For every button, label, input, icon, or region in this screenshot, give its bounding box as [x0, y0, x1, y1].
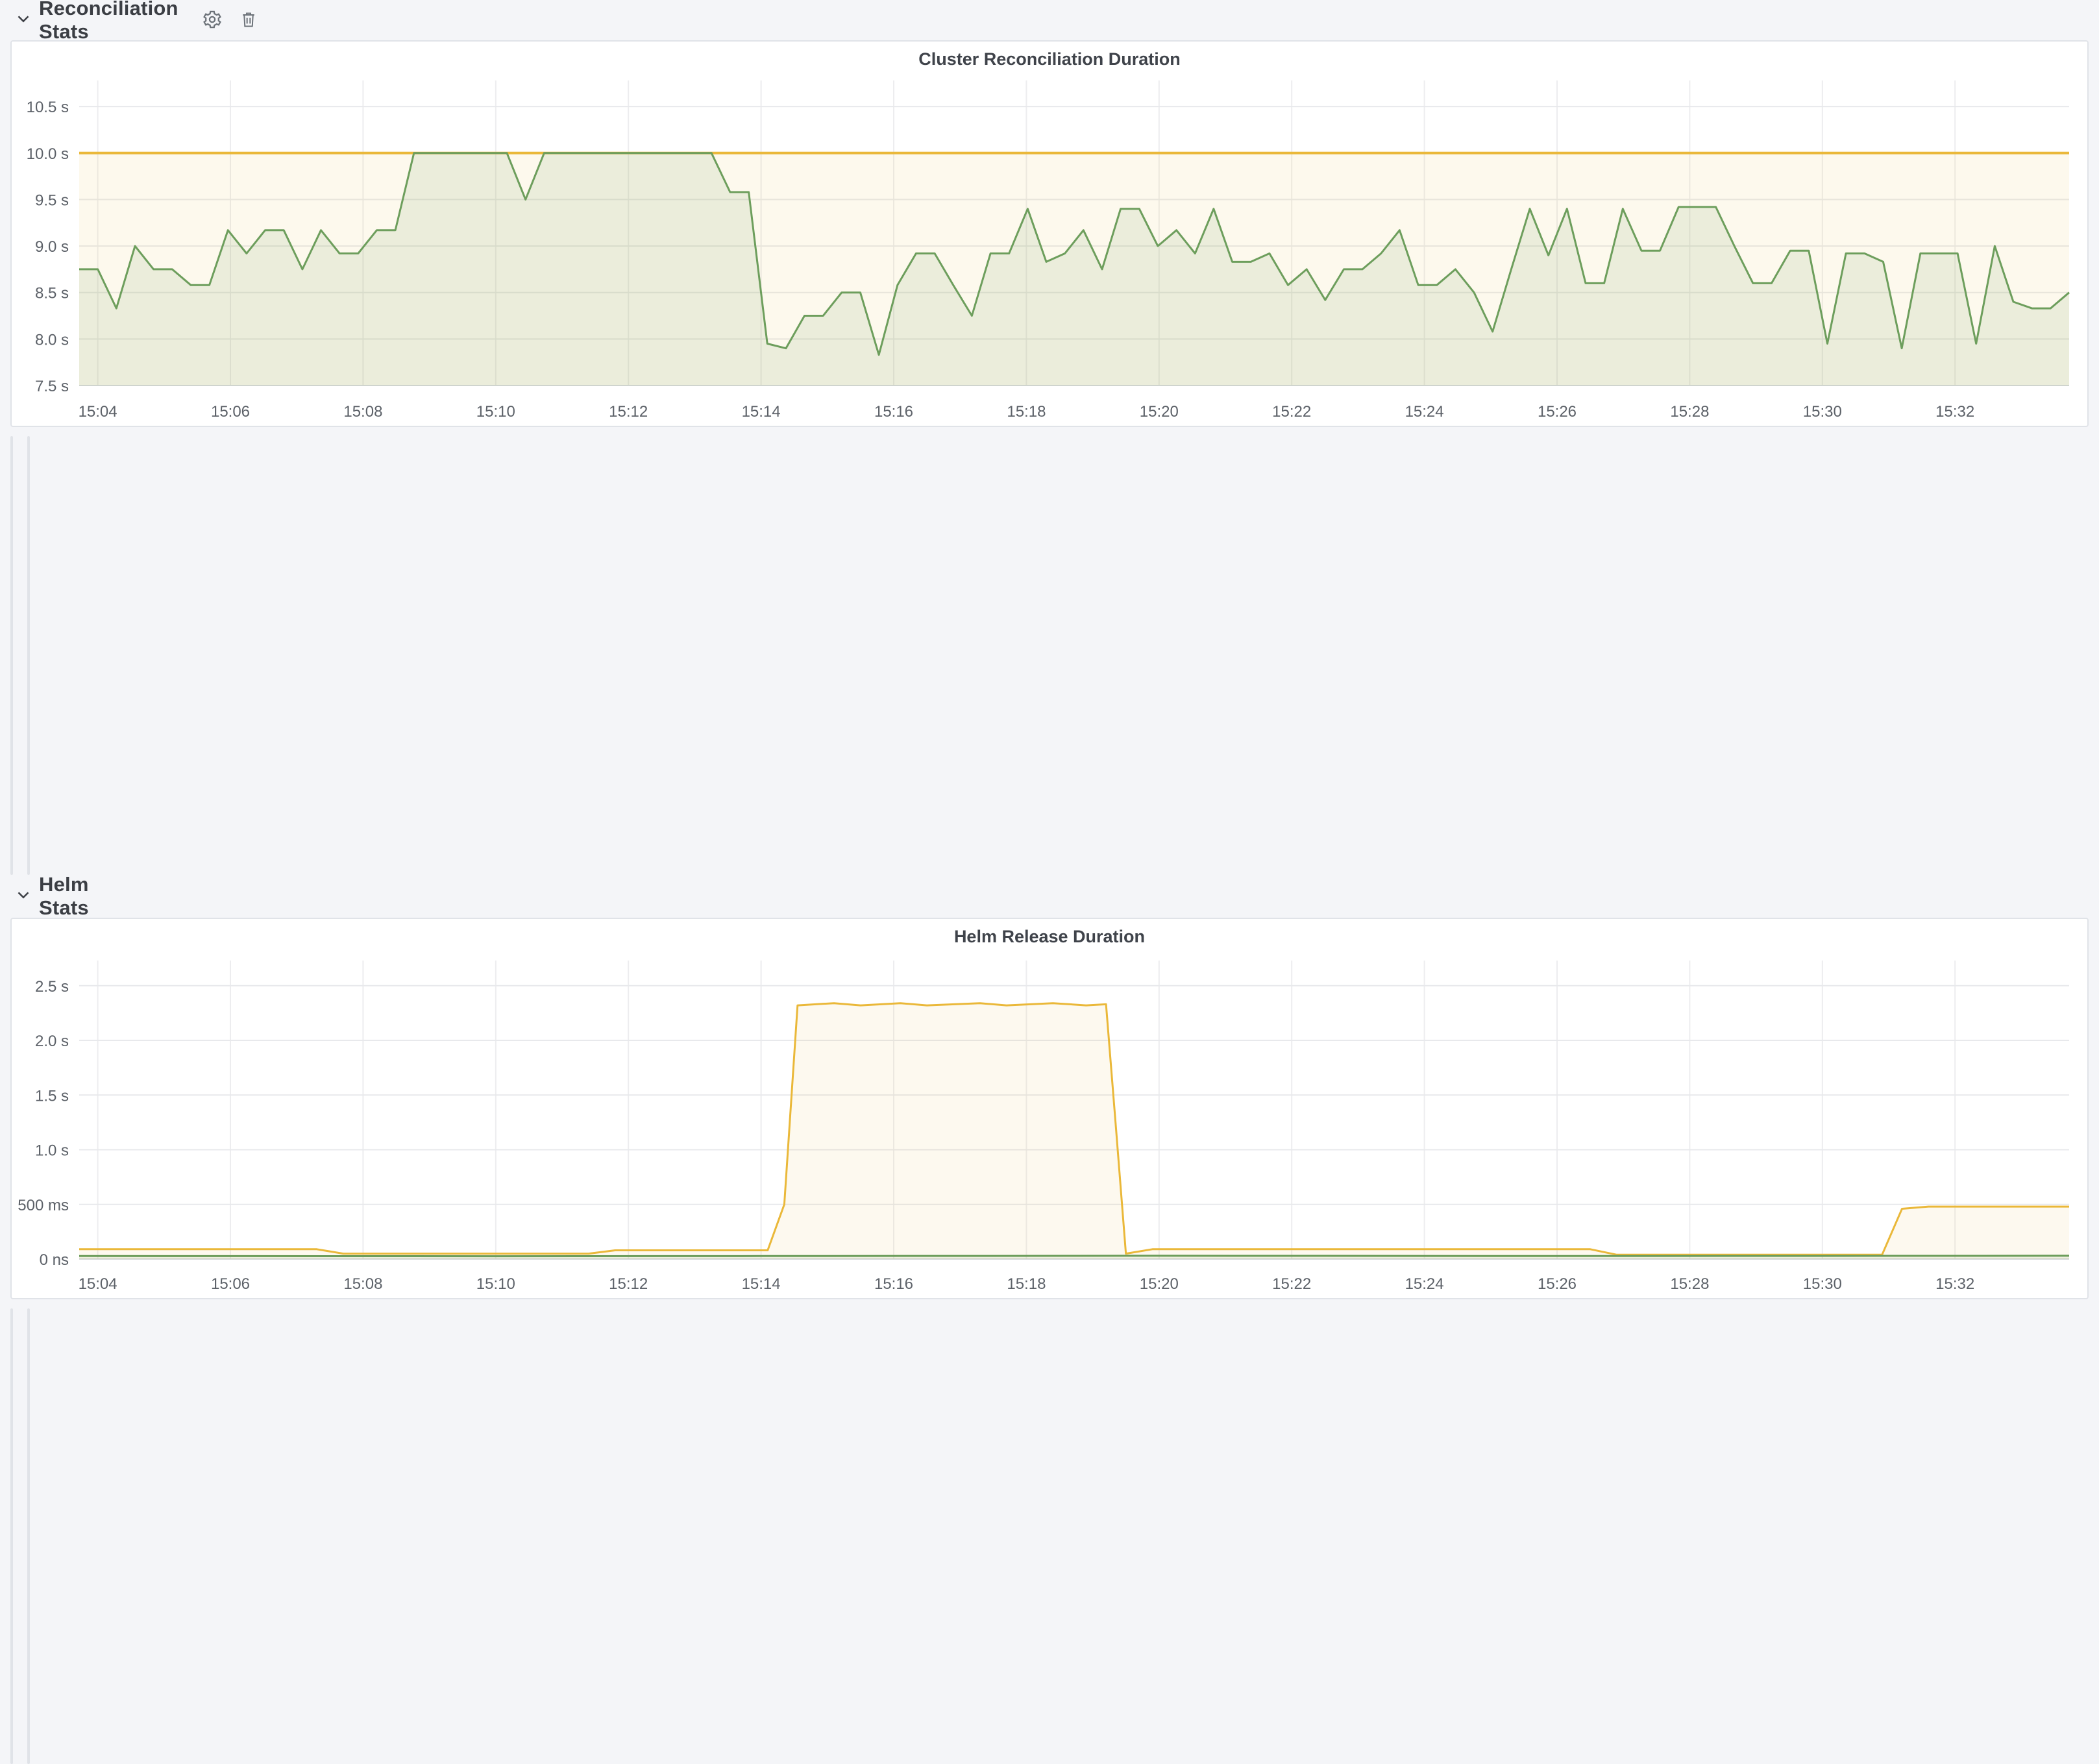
section-title: Helm Stats	[39, 873, 89, 919]
svg-text:2.5 opm: 2.5 opm	[12, 1361, 13, 1378]
svg-text:15:12: 15:12	[609, 1275, 648, 1293]
svg-text:15:26: 15:26	[1538, 1275, 1577, 1293]
svg-text:15:22: 15:22	[1272, 1275, 1311, 1293]
chevron-down-icon	[17, 890, 30, 903]
svg-text:2.0 s: 2.0 s	[35, 1033, 69, 1050]
svg-text:15:16: 15:16	[874, 403, 913, 421]
svg-text:1.5 s: 1.5 s	[35, 1087, 69, 1105]
trash-icon	[239, 10, 258, 31]
section-title: Reconciliation Stats	[39, 0, 178, 43]
legend: avg current total successful reconciliat…	[12, 1648, 13, 1746]
svg-text:15:10: 15:10	[476, 1275, 515, 1293]
panel-title[interactable]: Helm Release Duration	[953, 927, 1146, 946]
svg-text:1.5 opm: 1.5 opm	[12, 1458, 13, 1476]
svg-text:0 ns: 0 ns	[40, 1251, 69, 1269]
svg-text:15:30: 15:30	[1803, 403, 1842, 421]
svg-text:8.0 s: 8.0 s	[35, 331, 69, 349]
panel-helm-releases-opm: Helm Releases ops/min 15:0515:1015:1515:…	[10, 1308, 13, 1764]
svg-text:15:18: 15:18	[1007, 403, 1046, 421]
svg-text:15:12: 15:12	[609, 403, 648, 421]
svg-text:8.5 s: 8.5 s	[35, 285, 69, 302]
svg-text:500 ms: 500 ms	[18, 1197, 69, 1214]
svg-text:15:32: 15:32	[1935, 1275, 1974, 1293]
section-header-helm-stats[interactable]: Helm Stats	[10, 873, 89, 919]
svg-text:15:28: 15:28	[1670, 1275, 1709, 1293]
svg-text:1.5 opm: 1.5 opm	[29, 715, 30, 732]
svg-text:9.0 s: 9.0 s	[35, 238, 69, 256]
svg-text:1.0 opm: 1.0 opm	[12, 1507, 13, 1525]
panel-helm-release-duration: Helm Release Duration 15:04 15:06 15:08 15:…	[10, 918, 2089, 1299]
svg-text:15:30: 15:30	[1803, 1275, 1842, 1293]
svg-text:10.5 s: 10.5 s	[27, 99, 69, 116]
helm-release-duration-chart[interactable]: 15:04 15:06 15:08 15:10 15:12 15:14 15:16 15:18…	[12, 953, 2087, 1298]
section-delete-button[interactable]	[239, 10, 258, 31]
panel-git-sources-opm: Git Sources ops/min 15:0515:1015:1515:20…	[27, 436, 30, 875]
section-header-reconciliation-stats[interactable]: Reconciliation Stats	[10, 0, 254, 43]
legend: avg current total successful chart pulls…	[29, 1648, 30, 1746]
svg-text:7.5 s: 7.5 s	[35, 378, 69, 395]
svg-text:2.0 opm: 2.0 opm	[12, 1410, 13, 1427]
svg-text:15:10: 15:10	[476, 403, 515, 421]
svg-text:15:32: 15:32	[1935, 403, 1974, 421]
gear-icon	[202, 9, 223, 32]
svg-text:1.0 opm: 1.0 opm	[29, 758, 30, 776]
svg-text:1.0 s: 1.0 s	[35, 1142, 69, 1160]
svg-text:15:20: 15:20	[1140, 1275, 1179, 1293]
svg-text:15:18: 15:18	[1007, 1275, 1046, 1293]
svg-text:15:08: 15:08	[343, 1275, 382, 1293]
svg-text:15:04: 15:04	[79, 403, 117, 421]
section-settings-button[interactable]	[202, 9, 223, 32]
svg-text:15:24: 15:24	[1405, 1275, 1444, 1293]
svg-text:15:20: 15:20	[1140, 403, 1179, 421]
svg-text:15:04: 15:04	[79, 1275, 117, 1293]
svg-text:2.0 opm: 2.0 opm	[29, 672, 30, 689]
svg-text:15:24: 15:24	[1405, 403, 1444, 421]
svg-text:15:26: 15:26	[1538, 403, 1577, 421]
svg-text:15:08: 15:08	[343, 403, 382, 421]
svg-text:15:14: 15:14	[742, 1275, 781, 1293]
svg-text:2.5 opm: 2.5 opm	[29, 628, 30, 646]
panel-cluster-reconciliation-duration: Cluster Reconciliation Duration 15:04 15:…	[10, 40, 2089, 427]
panel-helm-charts-opm: Helm Charts ops/min 15:0515:1015:1515:20…	[27, 1308, 30, 1764]
svg-text:15:14: 15:14	[742, 403, 781, 421]
svg-text:3.0 opm: 3.0 opm	[29, 585, 30, 602]
cluster-reconciliation-duration-chart[interactable]: 15:04 15:06 15:08 15:10 15:12 15:14 15:16 15:18…	[12, 75, 2087, 426]
svg-text:15:06: 15:06	[211, 1275, 250, 1293]
panel-title[interactable]: Cluster Reconciliation Duration	[918, 49, 1181, 69]
svg-text:9.5 s: 9.5 s	[35, 191, 69, 209]
legend: avg current total successful git pulls 2…	[29, 802, 30, 866]
svg-text:4.0 opm: 4.0 opm	[29, 498, 30, 516]
svg-text:0.5 opm: 0.5 opm	[12, 1556, 13, 1573]
svg-text:15:16: 15:16	[874, 1275, 913, 1293]
svg-text:10.0 s: 10.0 s	[27, 145, 69, 163]
svg-text:15:22: 15:22	[1272, 403, 1311, 421]
legend: avg current total successful reconciliat…	[12, 763, 13, 861]
svg-text:15:06: 15:06	[211, 403, 250, 421]
svg-text:15:28: 15:28	[1670, 403, 1709, 421]
svg-text:2.5 s: 2.5 s	[35, 978, 69, 996]
svg-text:3.5 opm: 3.5 opm	[29, 542, 30, 559]
chevron-down-icon	[17, 14, 30, 27]
panel-cluster-reconciliations-opm: Cluster Reconciliations ops/min 15:0515:…	[10, 436, 13, 875]
